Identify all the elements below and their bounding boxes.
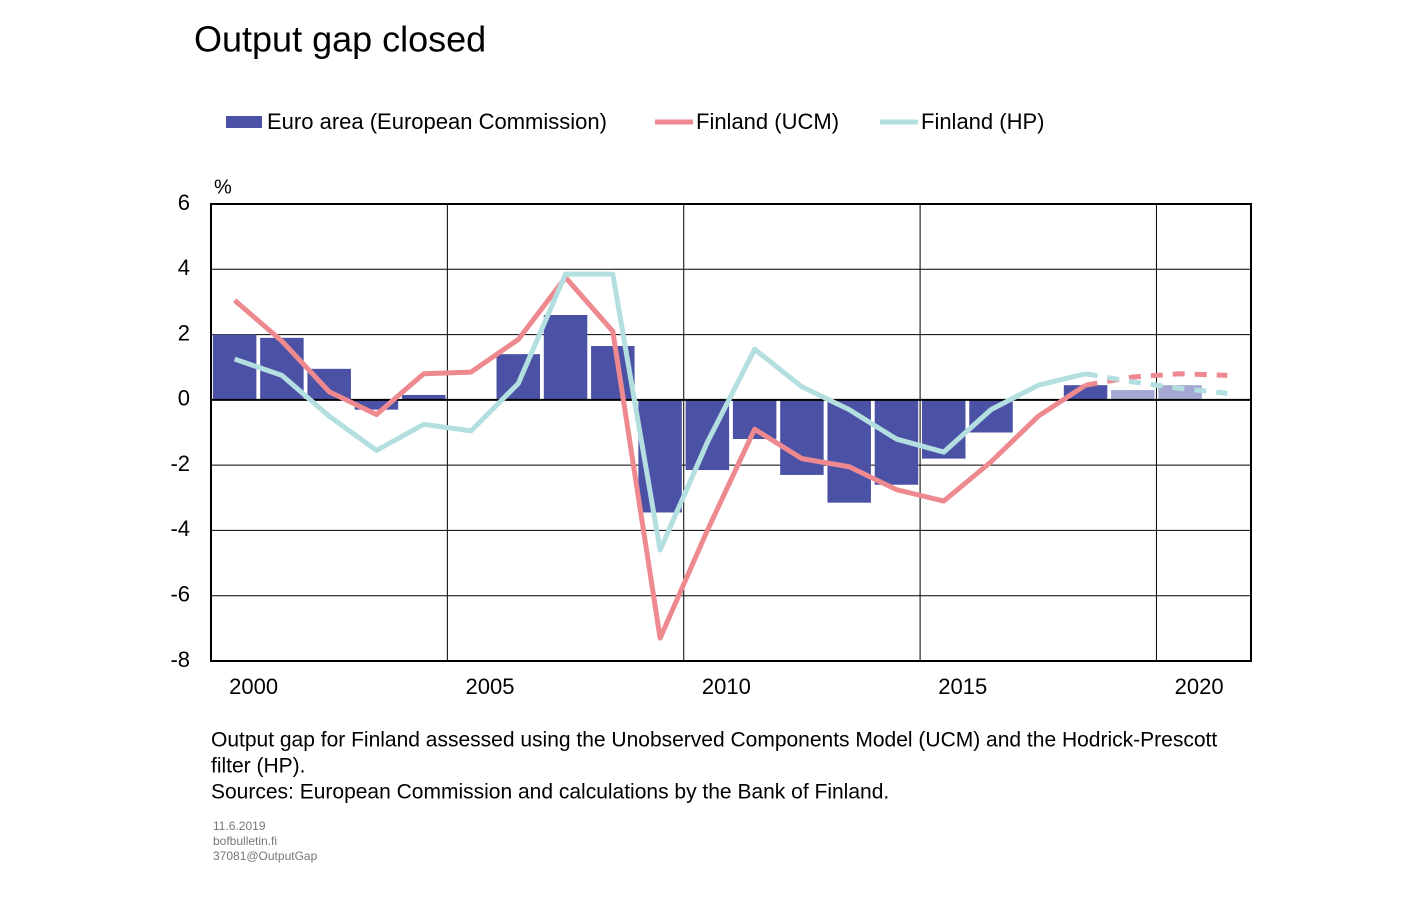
bar [827,399,871,503]
x-tick-label: 2000 [229,674,278,699]
x-tick-label: 2010 [702,674,751,699]
line-series [233,271,1087,553]
line-series [1085,371,1228,388]
legend-label: Finland (HP) [921,109,1044,134]
chart-title: Output gap closed [194,19,486,60]
bar [212,334,257,400]
line-series [1085,371,1228,396]
legend-label: Euro area (European Commission) [267,109,607,134]
y-tick-label: 2 [178,320,190,345]
y-unit: % [214,176,232,198]
y-tick-label: -8 [170,647,190,672]
y-tick-label: -2 [170,451,190,476]
footer: 11.6.2019 [213,819,266,833]
bar [401,394,446,400]
y-tick-label: 4 [178,255,190,280]
footer: bofbulletin.fi [213,834,277,848]
y-tick-label: 0 [178,386,190,411]
bar [969,399,1013,433]
footer: 37081@OutputGap [213,849,318,863]
bar [496,354,541,400]
bar [1111,390,1155,400]
bar [543,314,588,400]
plot-frame [210,203,1252,662]
x-tick-label: 2005 [466,674,515,699]
y-tick-label: -4 [170,516,190,541]
caption: filter (HP). [211,755,306,778]
x-tick-label: 2015 [938,674,987,699]
y-tick-label: -6 [170,582,190,607]
bar [1158,385,1202,400]
caption: Output gap for Finland assessed using th… [211,729,1217,752]
line-series [233,274,1087,641]
caption: Sources: European Commission and calcula… [211,781,889,804]
bar [354,399,399,410]
x-tick-label: 2020 [1175,674,1224,699]
legend-swatch [226,116,262,128]
y-tick-label: 6 [178,190,190,215]
legend-label: Finland (UCM) [696,109,839,134]
bar [1063,385,1108,400]
